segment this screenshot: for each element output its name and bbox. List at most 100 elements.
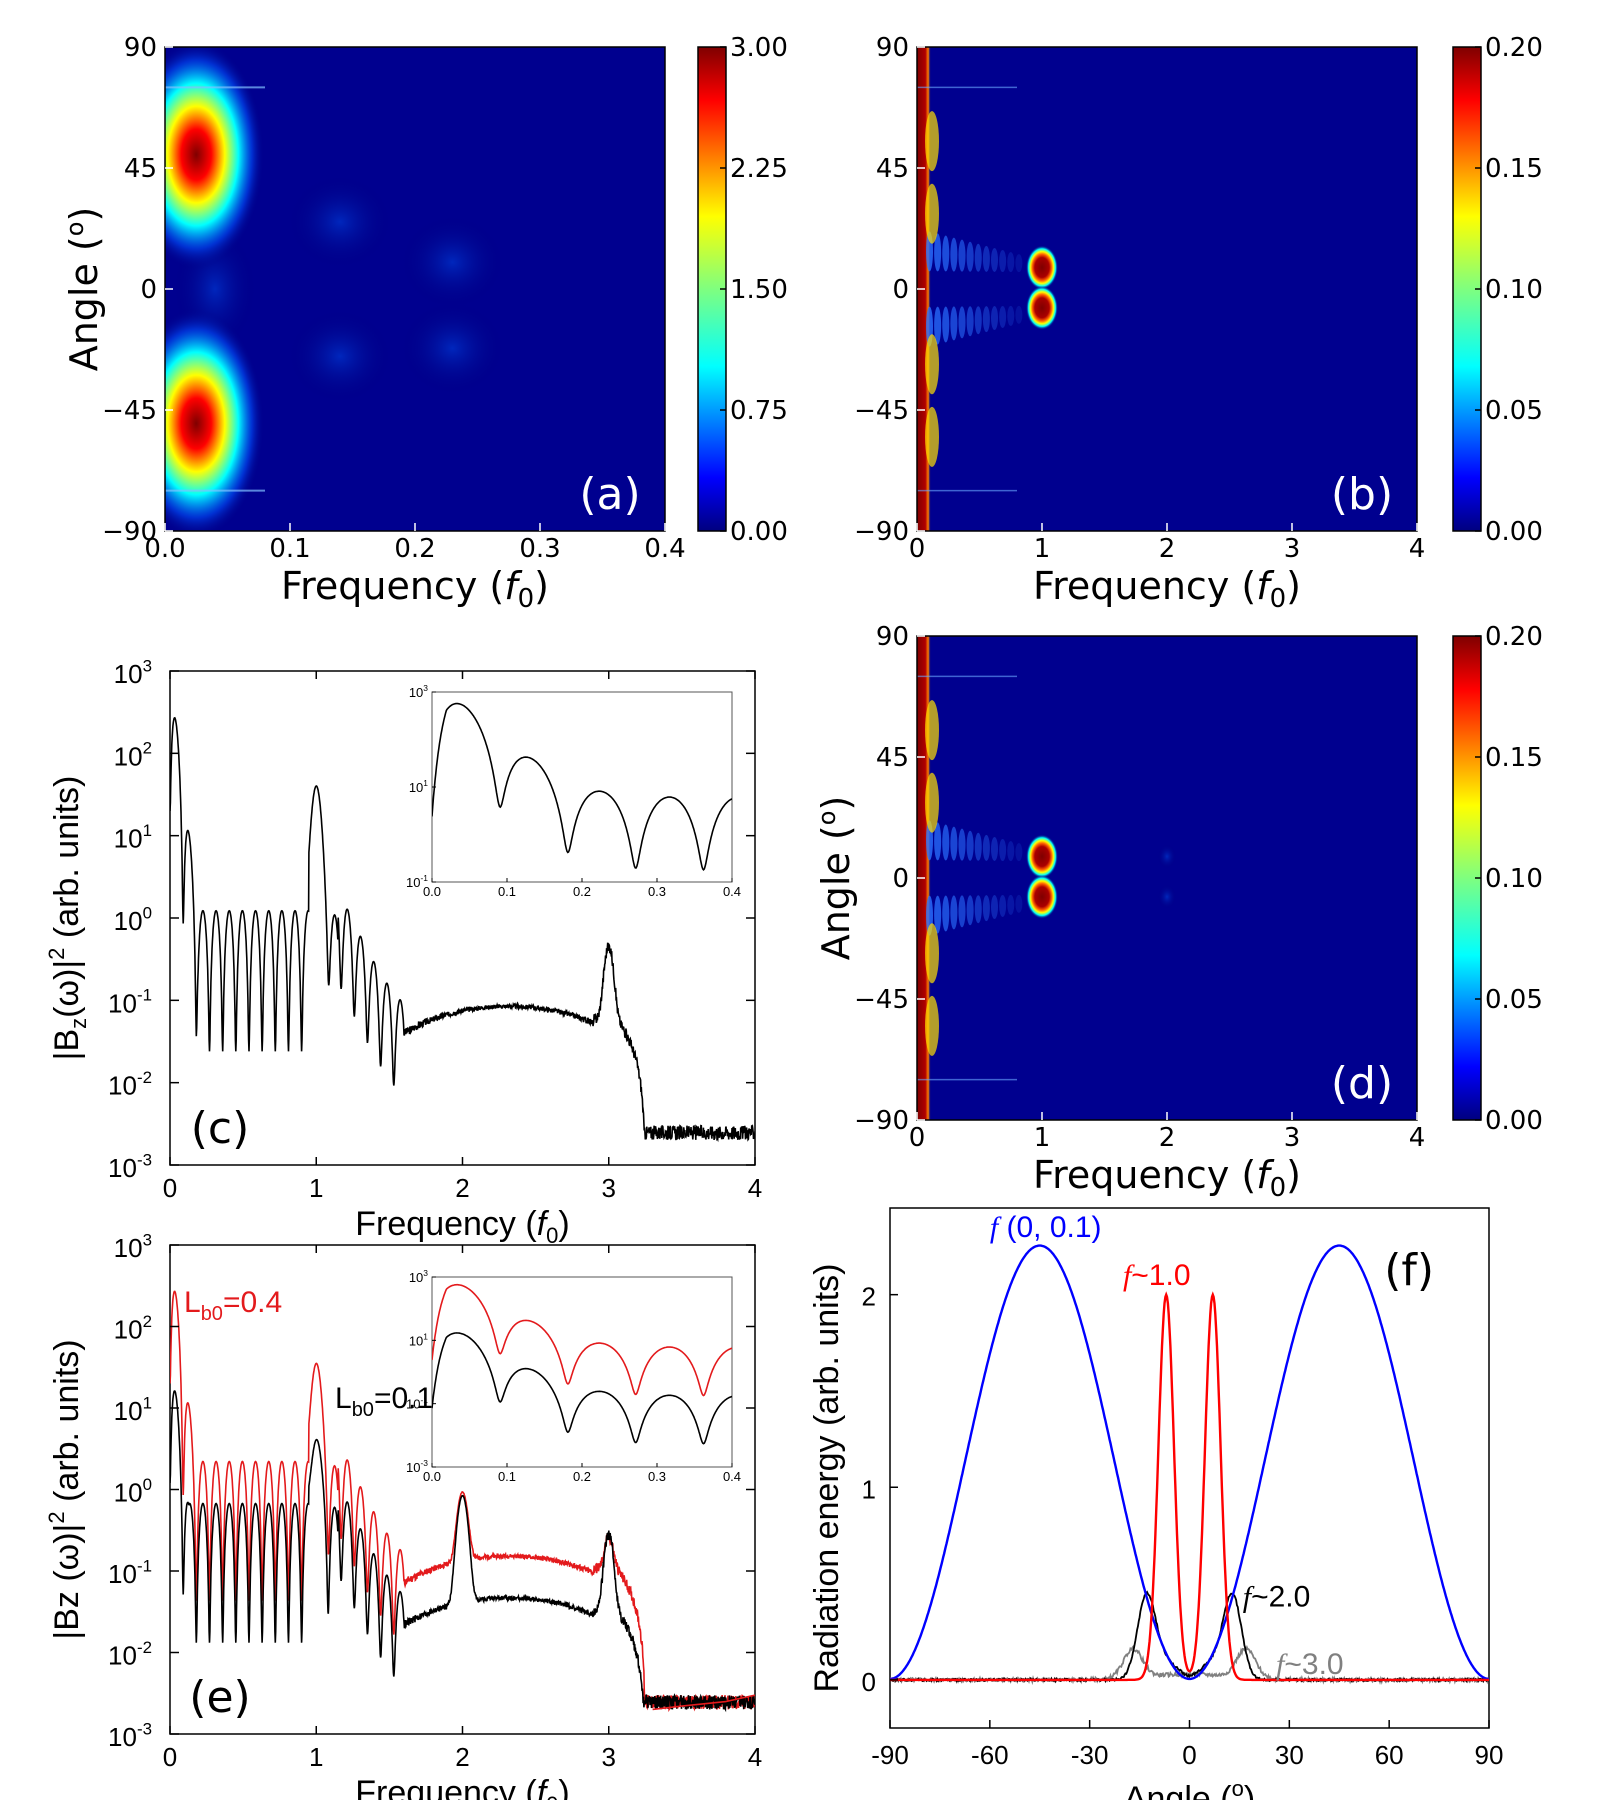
legend-label-part: L (184, 1286, 201, 1319)
y-tick-label: 10-1 (108, 1556, 152, 1589)
y-tick-label: −45 (854, 396, 909, 426)
panel-a: 0.0 0.1 0.2 0.3 0.4 90 45 0 −45 −90 Frequency (f0)… (61, 33, 788, 614)
fringe-streak (982, 306, 990, 333)
inset-x-tick-label: 0.0 (423, 1469, 441, 1484)
series-tail (652, 1694, 755, 1711)
inset-y-tick-label: 10-1 (406, 1395, 428, 1412)
x-tick-label: 0 (909, 1123, 926, 1153)
colorbar-tick-label: 0.15 (1485, 154, 1543, 184)
plot-area (170, 716, 755, 1143)
legend-label-part: b0 (352, 1399, 374, 1421)
edge-glow (925, 700, 939, 761)
fringe-streak (958, 828, 966, 861)
series-label-f2-part: ~2.0 (1251, 1581, 1310, 1614)
y-tick-label-base: 10 (108, 1641, 137, 1671)
y-axis-label-part: 2 (44, 948, 69, 960)
y-tick-label: 101 (114, 1393, 152, 1426)
fringe-streak (950, 306, 958, 341)
y-tick-label: −90 (102, 517, 157, 547)
fringe-streak (991, 895, 998, 920)
colorbar: 3.00 2.25 1.50 0.75 0.00 (697, 33, 788, 547)
series-line (170, 716, 755, 1143)
fringe-streak (991, 836, 998, 861)
inset-x-tick-label: 0.0 (423, 884, 441, 899)
inset-x-tick-label: 0.3 (648, 1469, 666, 1484)
fringe-streak (1015, 894, 1023, 913)
y-tick-label: 0 (892, 275, 909, 305)
y-tick-label-base: 10 (114, 1315, 143, 1345)
x-axis-label-part: ) (1286, 564, 1301, 608)
fringe-streak (999, 250, 1007, 273)
fringe-streak (934, 306, 942, 345)
faint-blob (402, 217, 503, 308)
y-tick-label-exp: 2 (143, 739, 152, 758)
x-axis-label-part: 0 (1270, 584, 1287, 614)
x-tick-label: -60 (971, 1740, 1009, 1770)
panel-label: (b) (1331, 469, 1393, 520)
legend-label-part: =0.1 (374, 1382, 433, 1415)
fringe-streak (1007, 305, 1015, 326)
y-tick-label: 100 (114, 1475, 152, 1508)
colorbar-tick-label: 3.00 (730, 33, 788, 63)
y-tick-label-base: 10 (108, 1153, 137, 1183)
y-tick-label-exp: -1 (137, 1556, 152, 1575)
inset-plot (432, 702, 732, 871)
panel-d: 0 1 2 3 4 90 45 0 −45 −90 Frequency (f0) Angle (o) (… (813, 622, 1543, 1203)
y-tick-label-base: 10 (108, 1722, 137, 1752)
fringe-streak (958, 895, 966, 928)
y-tick-label: 10-2 (108, 1638, 152, 1671)
fringe-streak (942, 895, 950, 932)
fringe-streak (934, 822, 942, 861)
colorbar: 0.20 0.15 0.10 0.05 0.00 (1452, 33, 1543, 547)
y-axis-label: Angle (o) (813, 796, 858, 961)
fringe-streak (950, 237, 958, 272)
y-tick-label-exp: 3 (143, 1230, 152, 1249)
y-tick-label-exp: -2 (137, 1068, 152, 1087)
fringe-streak (934, 895, 942, 934)
fringe-streak (1007, 841, 1015, 862)
inset-series-1 (432, 1283, 732, 1397)
x-tick-label: 1 (309, 1742, 323, 1772)
hotspot-2 (1026, 874, 1058, 919)
series-f1 (890, 1291, 1489, 1682)
panel-f: -90 -60 -30 0 30 60 90 2 1 0 Angle (o) Radiation en… (808, 1207, 1503, 1800)
faint-blob (290, 311, 390, 402)
y-tick-label: −45 (854, 985, 909, 1015)
fringe-streak (982, 895, 990, 922)
fringe-streak (974, 832, 982, 861)
inset-y-tick-label-base: 10 (409, 1270, 423, 1285)
x-tick-label: 2 (455, 1742, 469, 1772)
x-tick-label: 1 (1034, 534, 1051, 564)
colorbar-tick-label: 0.20 (1485, 33, 1543, 63)
x-tick-label: 4 (748, 1742, 762, 1772)
faint-blob (1158, 844, 1176, 869)
y-tick-label: 45 (876, 154, 909, 184)
x-axis-label: Frequency (f0) (355, 1205, 569, 1248)
y-axis-label-part: Angle ( (62, 236, 106, 371)
inset-series-2 (432, 1332, 732, 1445)
x-tick-label: 3 (602, 1742, 616, 1772)
y-tick-label: 0 (862, 1667, 876, 1697)
y-axis-label: Radiation energy (arb. units) (808, 1263, 846, 1692)
inset-x-tick-label: 0.2 (573, 884, 591, 899)
hotspot-1 (1026, 245, 1058, 290)
fringe-streak (950, 826, 958, 861)
x-tick-label: 0.2 (394, 534, 435, 564)
y-tick-label-exp: -2 (137, 1638, 152, 1657)
inset-plot (432, 1283, 732, 1445)
inset-x-tick-label: 0.1 (498, 884, 516, 899)
y-axis-label: Angle (o) (61, 207, 106, 372)
fringe-streak (942, 306, 950, 343)
inset-y-tick-label: 103 (409, 683, 428, 700)
edge-glow (925, 772, 939, 833)
x-tick-label: 60 (1375, 1740, 1404, 1770)
fringe-streak (999, 894, 1007, 917)
y-tick-label-base: 10 (108, 1559, 137, 1589)
panel-b: 0 1 2 3 4 90 45 0 −45 −90 Frequency (f0) (b) 0.20 0.1… (854, 33, 1543, 614)
fringe-streak (966, 830, 974, 861)
legend-label-part: b0 (201, 1303, 223, 1325)
edge-glow (925, 406, 939, 467)
y-tick-label: 10-3 (108, 1150, 152, 1183)
y-tick-label: 103 (114, 1230, 152, 1263)
hotspot-1 (165, 47, 265, 270)
